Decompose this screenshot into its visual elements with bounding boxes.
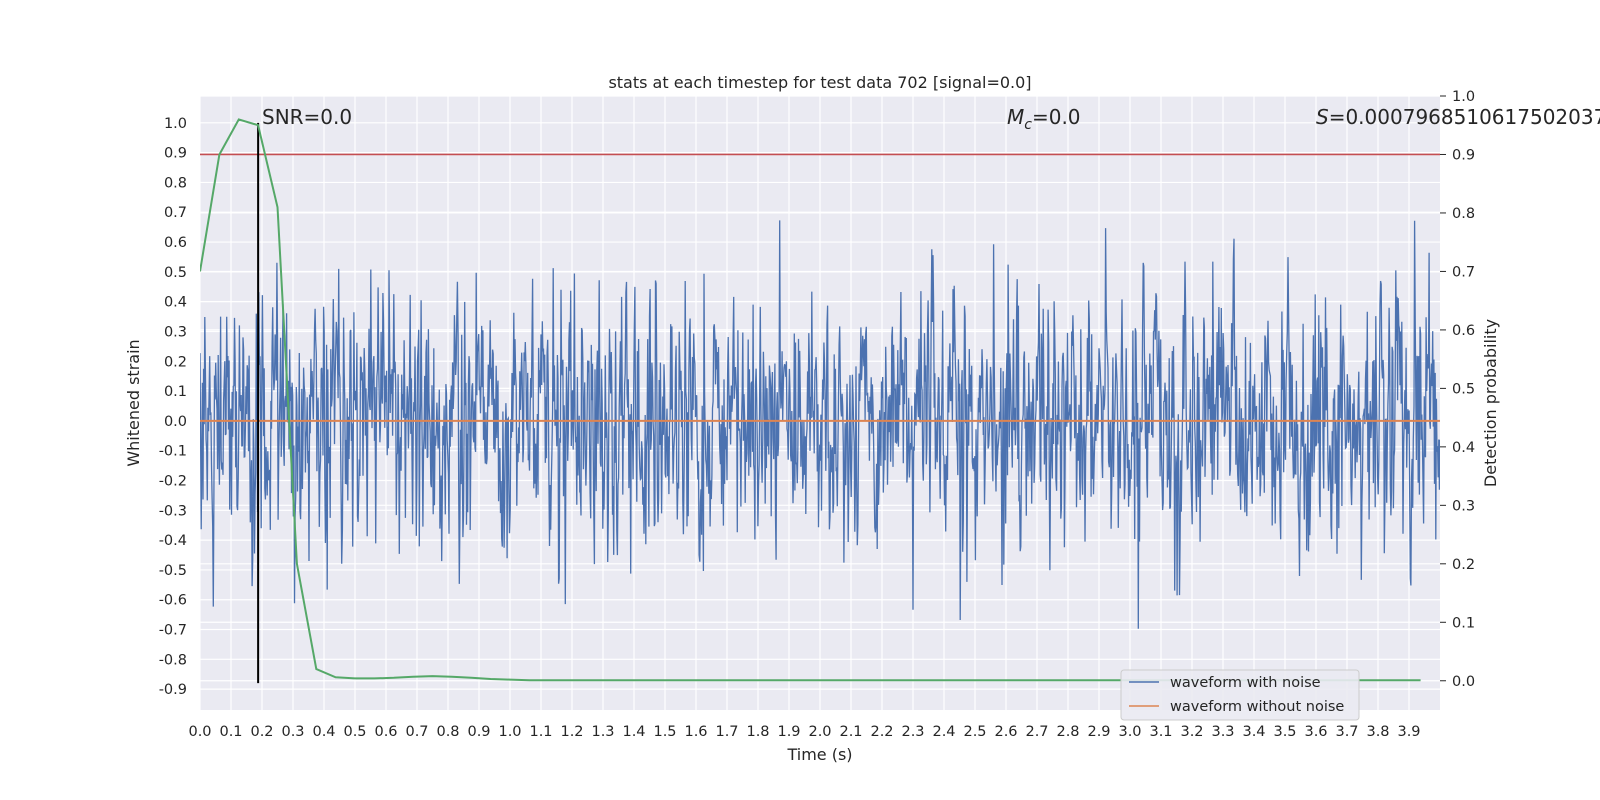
x-tick-label: 3.0 [1118,724,1141,740]
x-tick-label: 1.7 [715,724,738,740]
x-tick-label: 1.9 [777,724,800,740]
x-tick-label: 2.0 [808,724,831,740]
y-axis-right-ticks: 1.0 0.9 0.8 0.7 0.6 0.5 0.4 0.3 0.2 0.1 0.0 [1440,89,1475,690]
y-tick-label-right: 0.9 [1452,147,1475,163]
y-tick-label-right: 0.7 [1452,264,1475,280]
y-tick-label-left: 0.3 [164,324,187,340]
x-tick-label: 2.4 [932,724,955,740]
y-tick-label-left: -0.1 [159,444,187,460]
legend-box [1120,669,1360,721]
series-waveform-with-noise [200,220,1440,629]
y-tick-label-left: 0.4 [164,295,187,311]
x-tick-label: 3.2 [1180,724,1203,740]
x-tick-label: 2.9 [1087,724,1110,740]
y-tick-label-right: 0.8 [1452,206,1475,222]
x-tick-label: 3.9 [1397,724,1420,740]
x-tick-label: 2.3 [901,724,924,740]
y-tick-label-left: 0.5 [164,265,187,281]
x-tick-label: 2.8 [1056,724,1079,740]
y-tick-label-left: -0.7 [159,623,187,639]
y-tick-label-right: 0.3 [1452,498,1475,514]
x-tick-label: 1.1 [529,724,552,740]
legend-label-clean: waveform without noise [1170,699,1344,715]
y-tick-label-left: 0.6 [164,235,187,251]
x-tick-label: 2.2 [870,724,893,740]
x-tick-label: 1.8 [746,724,769,740]
waveform-with-noise-line [200,220,1440,629]
grid [199,95,1440,710]
x-tick-label: 1.2 [560,724,583,740]
y-tick-label-right: 0.4 [1452,440,1475,456]
x-tick-label: 2.7 [1025,724,1048,740]
x-tick-label: 3.3 [1211,724,1234,740]
x-tick-label: 2.6 [994,724,1017,740]
x-tick-label: 1.3 [591,724,614,740]
y-tick-label-right: 0.6 [1452,323,1475,339]
legend: waveform with noise waveform without noi… [1120,669,1360,721]
y-tick-label-left: 0.7 [164,205,187,221]
x-tick-label: 0.3 [281,724,304,740]
y-tick-label-left: -0.3 [159,503,187,519]
x-tick-label: 3.5 [1273,724,1296,740]
y-tick-label-left: 1.0 [164,116,187,132]
x-tick-label: 2.5 [963,724,986,740]
snr-annotation: SNR=0.0 [262,105,352,129]
x-axis-label: Time (s) [786,745,852,764]
y-tick-label-right: 1.0 [1452,89,1475,105]
x-tick-label: 0.1 [219,724,242,740]
y-tick-label-right: 0.0 [1452,674,1475,690]
x-tick-label: 0.6 [374,724,397,740]
y-tick-label-left: 0.0 [164,414,187,430]
x-tick-label: 0.5 [343,724,366,740]
x-tick-label: 3.8 [1366,724,1389,740]
x-tick-label: 0.0 [188,724,211,740]
x-tick-label: 1.0 [498,724,521,740]
x-tick-label: 3.1 [1149,724,1172,740]
x-tick-label: 1.6 [684,724,707,740]
y-tick-label-left: -0.5 [159,563,187,579]
y-tick-label-left: -0.4 [159,533,187,549]
detection-probability-line [200,118,1421,682]
y-tick-label-left: -0.6 [159,593,187,609]
x-tick-label: 3.6 [1304,724,1327,740]
y-tick-label-left: -0.2 [159,473,187,489]
y-tick-label-right: 0.5 [1452,381,1475,397]
y-tick-label-left: 0.8 [164,175,187,191]
y-tick-label-right: 0.2 [1452,557,1475,573]
chirp-mass-annotation: Mc=0.0 [1007,105,1081,133]
y-axis-label-right: Detection probability [1481,319,1500,487]
x-tick-label: 0.2 [250,724,273,740]
x-tick-label: 0.9 [467,724,490,740]
x-tick-label: 1.4 [622,724,645,740]
x-axis-ticks: 0.0 0.1 0.2 0.3 0.4 0.5 0.6 0.7 0.8 0.9 1.0 1.1 1.2 1… [188,724,1420,740]
x-tick-label: 3.4 [1242,724,1265,740]
y-tick-label-right: 0.1 [1452,615,1475,631]
x-tick-label: 0.8 [436,724,459,740]
legend-label-noise: waveform with noise [1170,675,1321,691]
y-axis-label-left: Whitened strain [124,339,143,466]
s-annotation: S=0.0007968510617502037 [1316,105,1600,129]
chart-title: stats at each timestep for test data 702… [608,73,1031,92]
x-tick-label: 0.7 [405,724,428,740]
y-tick-label-left: 0.2 [164,354,187,370]
y-tick-label-left: 0.1 [164,384,187,400]
x-tick-label: 1.5 [653,724,676,740]
y-tick-label-left: -0.9 [159,682,187,698]
y-axis-left-ticks: 1.0 0.9 0.8 0.7 0.6 0.5 0.4 0.3 0.2 0.1 0.0 -0.1 -0.… [159,116,187,698]
y-tick-label-left: 0.9 [164,146,187,162]
x-tick-label: 0.4 [312,724,335,740]
y-tick-label-left: -0.8 [159,652,187,668]
x-tick-label: 3.7 [1335,724,1358,740]
x-tick-label: 2.1 [839,724,862,740]
